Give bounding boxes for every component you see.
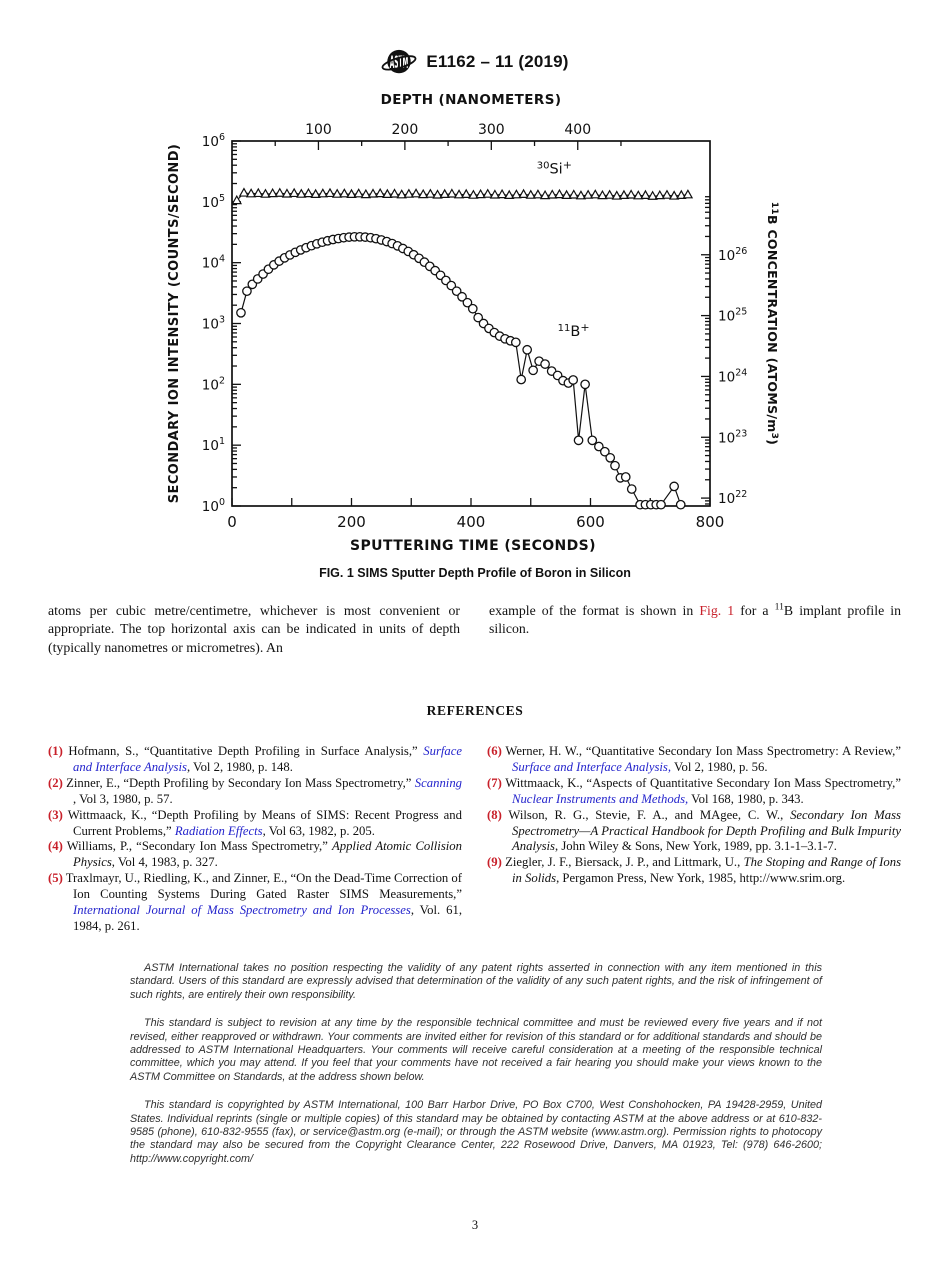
reference-item: (9) Ziegler, J. F., Biersack, J. P., and… (487, 855, 901, 887)
svg-text:0: 0 (227, 513, 237, 531)
svg-text:400: 400 (457, 513, 486, 531)
body-paragraph-right: example of the format is shown in Fig. 1… (489, 602, 901, 639)
reference-item: (4) Williams, P., “Secondary Ion Mass Sp… (48, 839, 462, 871)
svg-text:104: 104 (202, 254, 225, 272)
text-segment: , Vol. 61, 1984, p. 261. (73, 903, 462, 933)
series-label: 11B+ (558, 321, 590, 340)
body-paragraph-left: atoms per cubic metre/centimetre, whiche… (48, 603, 460, 655)
revision-notice: This standard is subject to revision at … (130, 1017, 822, 1083)
text-segment: Secondary Ion Mass Spectrometry—A Practi… (512, 807, 901, 854)
series-label: 30Si+ (537, 158, 572, 177)
svg-text:106: 106 (202, 132, 225, 150)
text-segment: , Vol 63, 1982, p. 205. (262, 823, 375, 838)
reference-number: (1) (48, 744, 63, 758)
svg-text:1022: 1022 (718, 489, 747, 507)
svg-text:1024: 1024 (718, 367, 747, 385)
text-segment: Wittmaack, K., “Aspects of Quantitative … (505, 775, 901, 790)
svg-text:400: 400 (564, 122, 591, 138)
patent-disclaimer: ASTM International takes no position res… (130, 962, 822, 1001)
text-segment: Vol 2, 1980, p. 56. (671, 759, 768, 774)
text-segment: for a (734, 603, 775, 618)
text-segment: Wilson, R. G., Stevie, F. A., and MAgee,… (508, 807, 791, 822)
legal-notices: ASTM International takes no position res… (130, 962, 822, 1181)
astm-globe-icon: ASTM (381, 49, 417, 74)
svg-text:1026: 1026 (718, 246, 747, 264)
text-segment: Wittmaack, K., “Depth Profiling by Means… (67, 807, 462, 838)
copyright-notice: This standard is copyrighted by ASTM Int… (130, 1099, 822, 1165)
text-segment: Traxlmayr, U., Riedling, K., and Zinner,… (65, 871, 462, 902)
reference-number: (5) (48, 871, 63, 886)
reference-number: (7) (487, 775, 502, 790)
text-segment: , John Wiley & Sons, New York, 1989, pp.… (555, 839, 837, 854)
text-segment: B implant profile in silicon. (489, 603, 902, 637)
svg-text:103: 103 (202, 315, 225, 333)
y-axis-title-left: SECONDARY ION INTENSITY (COUNTS/SECOND) (167, 144, 182, 503)
x-axis-title: SPUTTERING TIME (SECONDS) (350, 538, 596, 554)
text-segment: , Vol 2, 1980, p. 148. (186, 759, 293, 774)
reference-number: (2) (48, 775, 63, 790)
references-heading: REFERENCES (426, 703, 524, 718)
reference-number: (9) (487, 855, 502, 870)
references-column-left: (1) Hofmann, S., “Quantitative Depth Pro… (48, 744, 462, 935)
text-segment: 11 (774, 601, 784, 613)
svg-text:101: 101 (202, 436, 225, 454)
reference-number: (4) (48, 839, 63, 854)
text-segment: The Stoping and Range of Ions in Solids (512, 855, 902, 886)
svg-text:105: 105 (202, 193, 225, 211)
references-column-right: (6) Werner, H. W., “Quantitative Seconda… (487, 744, 901, 887)
svg-text:600: 600 (576, 513, 605, 531)
page-number: 3 (471, 1218, 479, 1232)
svg-text:1025: 1025 (718, 307, 747, 325)
reference-number: (8) (487, 807, 502, 822)
journal-link[interactable]: Surface and Interface Analysis, (512, 759, 672, 774)
top-axis-title: DEPTH (NANOMETERS) (381, 92, 562, 108)
text-segment: Vol 168, 1980, p. 343. (688, 791, 804, 806)
reference-item: (5) Traxlmayr, U., Riedling, K., and Zin… (48, 871, 462, 935)
text-segment: Zinner, E., “Depth Profiling by Secondar… (66, 775, 415, 790)
svg-text:200: 200 (337, 513, 366, 531)
text-segment: example of the format is shown in (489, 603, 700, 618)
svg-text:100: 100 (202, 497, 225, 515)
text-segment: , Vol 4, 1983, p. 327. (111, 855, 218, 870)
text-segment: , Vol 3, 1980, p. 57. (73, 791, 173, 806)
reference-item: (2) Zinner, E., “Depth Profiling by Seco… (48, 776, 462, 808)
svg-text:200: 200 (392, 122, 419, 138)
reference-number: (3) (48, 807, 63, 822)
figure-link[interactable]: Fig. 1 (699, 603, 735, 618)
journal-link[interactable]: Nuclear Instruments and Methods, (512, 791, 689, 806)
astm-logo: ASTM (381, 44, 417, 80)
journal-link[interactable]: Surface and Interface Analysis (73, 744, 463, 774)
standard-designation: E1162 – 11 (2019) (426, 52, 569, 71)
reference-item: (1) Hofmann, S., “Quantitative Depth Pro… (48, 744, 462, 776)
text-segment: Applied Atomic Collision Physics (73, 839, 462, 870)
journal-link[interactable]: Radiation Effects (174, 823, 263, 838)
sims-depth-profile-chart: 100 101 102 103 104 105 106 1022 1023 1024 1025 102… (167, 92, 780, 554)
text-segment: , Pergamon Press, New York, 1985, http:/… (556, 871, 846, 886)
reference-item: (3) Wittmaack, K., “Depth Profiling by M… (48, 808, 462, 840)
reference-item: (6) Werner, H. W., “Quantitative Seconda… (487, 744, 901, 776)
reference-item: (8) Wilson, R. G., Stevie, F. A., and MA… (487, 808, 901, 856)
text-segment: Ziegler, J. F., Biersack, J. P., and Lit… (505, 855, 744, 870)
y-axis-title-right: 11B CONCENTRATION (ATOMS/m3) (765, 202, 780, 445)
svg-text:1023: 1023 (718, 428, 747, 446)
reference-number: (6) (487, 744, 502, 758)
text-segment: Werner, H. W., “Quantitative Secondary I… (505, 744, 901, 758)
journal-link[interactable]: Scanning (414, 775, 463, 790)
reference-item: (7) Wittmaack, K., “Aspects of Quantitat… (487, 776, 901, 808)
journal-link[interactable]: International Journal of Mass Spectromet… (73, 903, 411, 918)
svg-text:800: 800 (696, 513, 725, 531)
svg-text:300: 300 (478, 122, 505, 138)
svg-text:100: 100 (305, 122, 332, 138)
document-header: ASTM E1162 – 11 (2019) (0, 44, 950, 80)
svg-text:102: 102 (202, 375, 225, 393)
figure-caption: FIG. 1 SIMS Sputter Depth Profile of Bor… (319, 566, 631, 580)
text-segment: Hofmann, S., “Quantitative Depth Profili… (68, 744, 424, 758)
text-segment: Williams, P., “Secondary Ion Mass Spectr… (66, 839, 332, 854)
series-line-30Si+ (236, 192, 688, 201)
